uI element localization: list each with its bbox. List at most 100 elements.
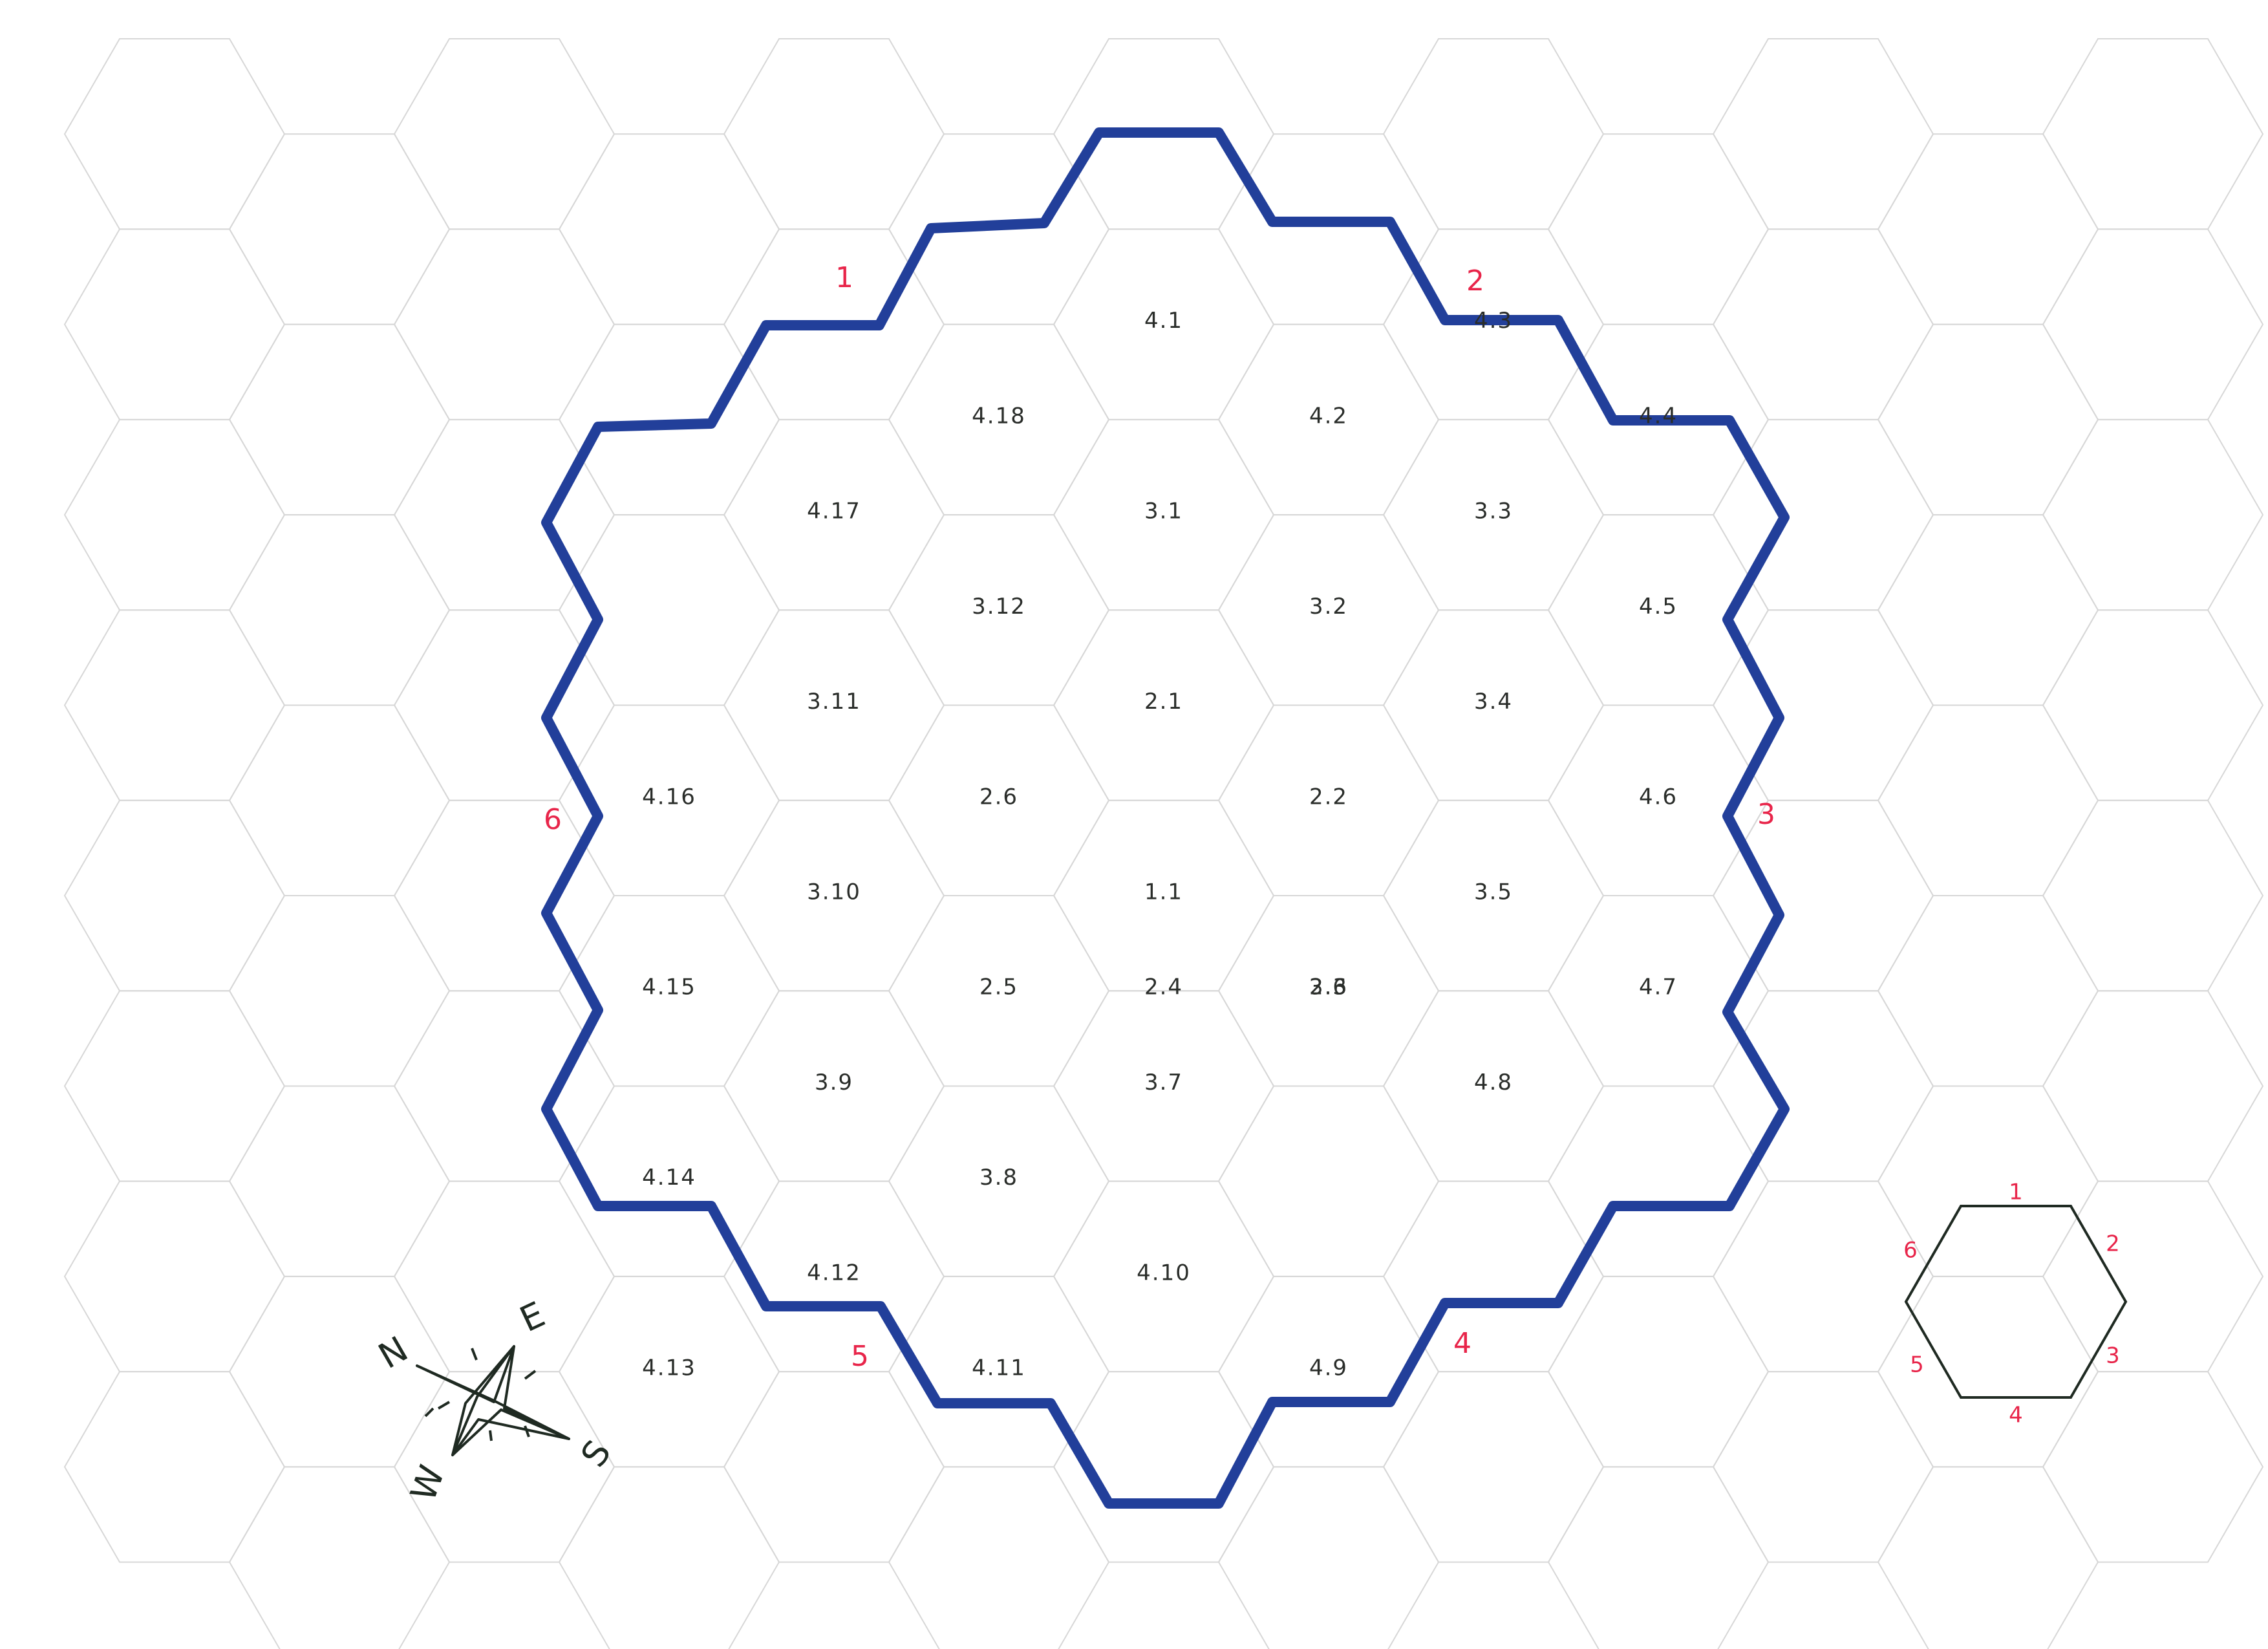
- grid-hex: [1877, 895, 2099, 1087]
- hex-label: 2.2: [1309, 784, 1348, 810]
- hex-label: 1.1: [1144, 879, 1183, 905]
- grid-hex: [558, 133, 780, 325]
- grid-hex: [1877, 133, 2099, 325]
- hex-labels: 4.1 4.2 4.3 4.4 4.5 4.6 4.7 4.8 4.9 4.10 4.11 4.12 4…: [642, 308, 1678, 1381]
- hex-label: 4.8: [1474, 1070, 1513, 1095]
- grid-hex: [2042, 1180, 2264, 1373]
- hex-label: 3.10: [807, 879, 861, 905]
- compass-star: [416, 1345, 570, 1456]
- hex-label: 2.6: [979, 784, 1018, 810]
- key-side-3: 3: [2106, 1343, 2120, 1369]
- grid-hex: [1547, 1275, 1770, 1468]
- hex-label: 4.6: [1639, 784, 1678, 810]
- grid-hex: [1712, 228, 1934, 420]
- key-side-4: 4: [2009, 1403, 2023, 1428]
- grid-hex: [1877, 1466, 2099, 1649]
- compass-west: W: [403, 1460, 453, 1507]
- hex-label: 3.1: [1144, 499, 1183, 524]
- grid-hex: [63, 609, 286, 801]
- grid-hex: [2042, 418, 2264, 611]
- grid-hex: [228, 323, 451, 516]
- hex-label: 2.1: [1144, 689, 1183, 715]
- hex-label: 4.17: [807, 499, 861, 524]
- edge-number-5: 5: [851, 1340, 869, 1373]
- grid-hex: [888, 1466, 1110, 1649]
- grid-hex: [1382, 38, 1605, 230]
- key-side-6: 6: [1903, 1238, 1918, 1264]
- hex-label: 3.9: [815, 1070, 853, 1095]
- compass-east: E: [514, 1294, 551, 1341]
- edge-number-6: 6: [544, 803, 562, 836]
- grid-hex: [1217, 1466, 1440, 1649]
- grid-hex: [393, 1180, 615, 1373]
- grid-hex: [228, 133, 451, 325]
- hex-label: 4.14: [642, 1165, 696, 1191]
- grid-hex: [2042, 990, 2264, 1182]
- grid-hex: [1712, 1180, 1934, 1373]
- grid-hex: [63, 1180, 286, 1373]
- edge-numbers: 1 2 3 4 5 6: [544, 261, 1775, 1373]
- region-boundary: [541, 127, 1790, 1509]
- hex-label: 4.1: [1144, 308, 1183, 334]
- grid-hex: [2042, 1371, 2264, 1563]
- edge-number-2: 2: [1466, 264, 1484, 297]
- grid-hex: [1877, 514, 2099, 706]
- grid-hex: [63, 38, 286, 230]
- grid-hex: [1547, 133, 1770, 325]
- grid-hex: [393, 228, 615, 420]
- hex-label: 4.16: [642, 784, 696, 810]
- background-hex-grid: [63, 38, 2264, 1649]
- grid-hex: [1382, 1371, 1605, 1563]
- compass-star-inner: [451, 1345, 570, 1456]
- hex-label: 4.18: [972, 403, 1026, 429]
- grid-hex: [1217, 133, 1440, 325]
- hex-label: 3.2: [1309, 594, 1348, 620]
- hex-label: 3.7: [1144, 1070, 1183, 1095]
- grid-hex: [1877, 704, 2099, 896]
- compass-north: N: [372, 1328, 414, 1377]
- hex-label: 3.6: [1309, 975, 1348, 1000]
- hex-label: 3.4: [1474, 689, 1513, 715]
- grid-hex: [228, 1085, 451, 1277]
- hex-label: 3.5: [1474, 879, 1513, 905]
- grid-hex: [393, 609, 615, 801]
- grid-hex: [558, 1466, 780, 1649]
- edge-number-3: 3: [1757, 798, 1775, 831]
- grid-hex: [393, 990, 615, 1182]
- hex-label: 4.4: [1639, 403, 1678, 429]
- key-side-2: 2: [2106, 1231, 2120, 1257]
- key-hexagon: [1904, 1205, 2128, 1399]
- hex-label: 3.3: [1474, 499, 1513, 524]
- hex-label: 2.4: [1144, 975, 1183, 1000]
- edge-number-4: 4: [1453, 1327, 1471, 1360]
- grid-hex: [1712, 990, 1934, 1182]
- hex-label: 2.5: [979, 975, 1018, 1000]
- grid-hex: [2042, 799, 2264, 992]
- hex-label: 4.5: [1639, 594, 1678, 620]
- grid-hex: [228, 1275, 451, 1468]
- grid-hex: [228, 514, 451, 706]
- hex-label: 4.7: [1639, 975, 1678, 1000]
- hex-label: 4.15: [642, 975, 696, 1000]
- key-side-5: 5: [1910, 1352, 1924, 1378]
- grid-hex: [723, 38, 945, 230]
- grid-hex: [63, 799, 286, 992]
- compass-rose: N E S W: [372, 1294, 619, 1507]
- grid-hex: [63, 990, 286, 1182]
- grid-hex: [2042, 609, 2264, 801]
- hex-label: 4.9: [1309, 1355, 1348, 1381]
- grid-hex: [1877, 323, 2099, 516]
- hex-label: 3.8: [979, 1165, 1018, 1191]
- grid-hex: [1712, 1371, 1934, 1563]
- grid-hex: [228, 895, 451, 1087]
- grid-hex: [393, 799, 615, 992]
- hex-label: 4.10: [1137, 1260, 1191, 1286]
- grid-hex: [63, 418, 286, 611]
- key-side-1: 1: [2009, 1180, 2023, 1205]
- grid-hex: [2042, 38, 2264, 230]
- hex-label: 4.11: [972, 1355, 1026, 1381]
- hex-label: 4.3: [1474, 308, 1513, 334]
- grid-hex: [228, 704, 451, 896]
- hex-label: 4.13: [642, 1355, 696, 1381]
